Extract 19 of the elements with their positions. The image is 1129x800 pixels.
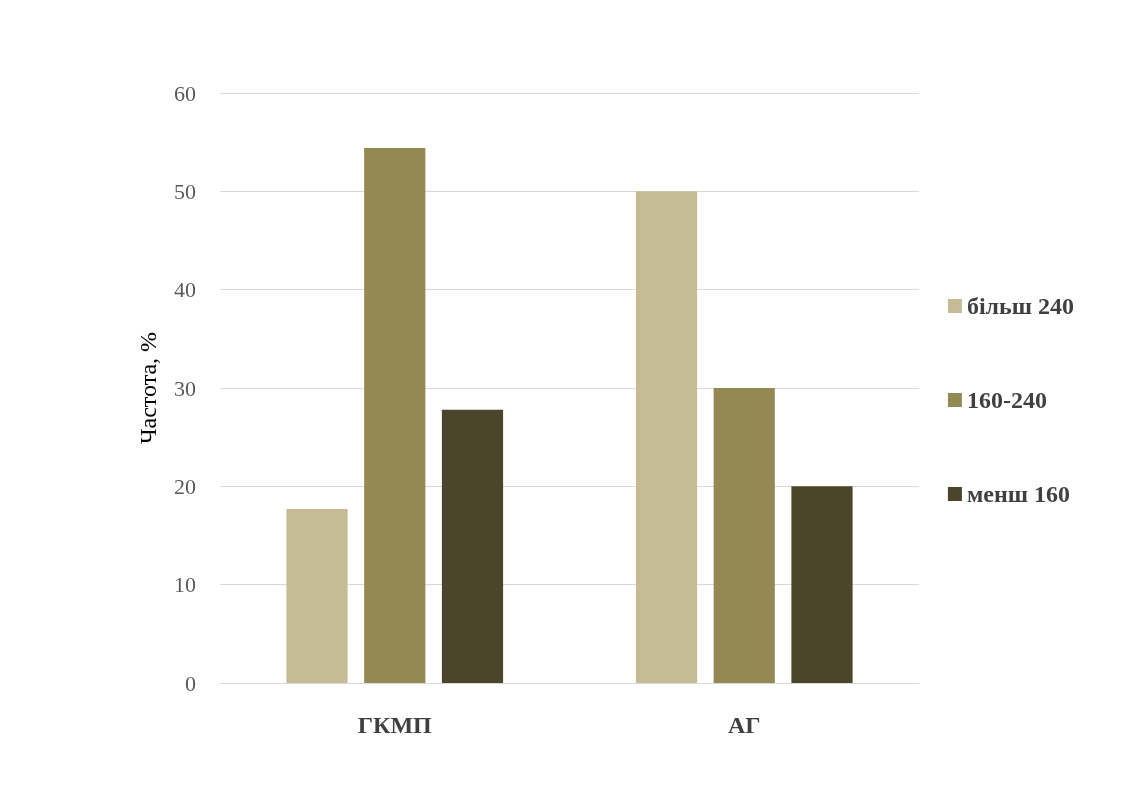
bar: [364, 148, 426, 683]
y-tick-label: 20: [174, 473, 196, 499]
bar: [441, 409, 504, 683]
y-tick-label: 0: [185, 670, 196, 696]
bar: [791, 486, 853, 683]
y-tick-label: 50: [174, 178, 196, 204]
bar: [635, 191, 698, 683]
bar: [713, 388, 775, 683]
legend-label: більш 240: [966, 293, 1075, 319]
y-axis-title: Частота, %: [135, 331, 161, 445]
legend-label: 160-240: [966, 387, 1047, 413]
y-tick-label: 40: [174, 277, 196, 303]
y-tick-label: 10: [174, 572, 196, 598]
x-tick-label: АГ: [727, 712, 761, 738]
y-tick-label: 30: [174, 375, 196, 401]
bar: [286, 508, 348, 683]
x-tick-label: ГКМП: [357, 712, 433, 738]
legend-label: менш 160: [966, 481, 1071, 507]
y-tick-label: 60: [174, 80, 196, 106]
